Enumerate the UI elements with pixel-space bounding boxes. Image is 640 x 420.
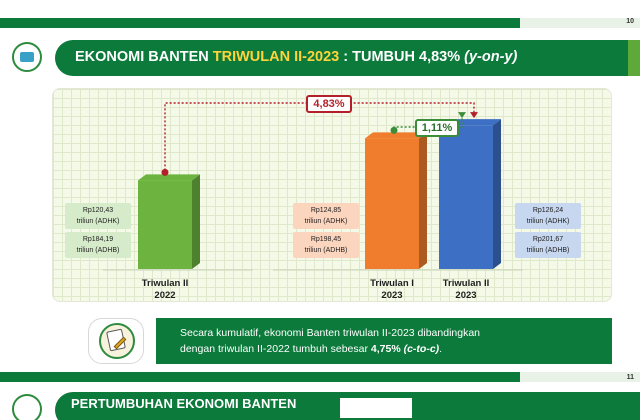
- title-highlight: TRIWULAN II-2023: [212, 49, 340, 65]
- top-stripe: [0, 18, 640, 28]
- summary-end: .: [439, 343, 443, 355]
- adhk-value: Rp124,85: [310, 207, 342, 214]
- bar: [365, 138, 419, 269]
- summary-line-2: dengan triwulan II-2022 tumbuh sebesar 4…: [180, 341, 612, 357]
- adhk-value: Rp120,43: [82, 207, 114, 214]
- category-label: Triwulan II 2022: [130, 278, 200, 302]
- summary-italic: (c-to-c): [403, 343, 440, 355]
- summary-value: 4,75%: [370, 343, 401, 355]
- adhk-unit: triliun (ADHK): [304, 218, 348, 225]
- title-bar: EKONOMI BANTEN TRIWULAN II-2023 : TUMBUH…: [55, 40, 640, 76]
- adhb-value: Rp198,45: [310, 236, 342, 243]
- bar-chart: [103, 102, 523, 271]
- adhb-unit: triliun (ADHB): [304, 247, 348, 254]
- category-label: Triwulan II 2023: [431, 278, 501, 302]
- page-title: EKONOMI BANTEN TRIWULAN II-2023 : TUMBUH…: [75, 49, 517, 65]
- yoy-start-dot: [161, 168, 169, 176]
- bar: [138, 180, 192, 269]
- category-label-line1: Triwulan I: [370, 278, 414, 289]
- adhb-unit: triliun (ADHB): [76, 247, 120, 254]
- title-italic: (y-on-y): [464, 49, 518, 65]
- page-number: 10: [626, 18, 634, 25]
- category-label-line1: Triwulan II: [442, 278, 490, 289]
- chart-panel: Rp120,43 triliun (ADHK) Rp184,19 triliun…: [52, 88, 612, 302]
- next-page-title: PERTUMBUHAN EKONOMI BANTEN: [71, 396, 297, 411]
- adhk-unit: triliun (ADHK): [76, 218, 120, 225]
- category-label-line2: 2023: [455, 290, 477, 301]
- summary-line-2-text: dengan triwulan II-2022 tumbuh sebesar: [180, 343, 368, 355]
- adhb-value: Rp201,67: [532, 236, 564, 243]
- title-prefix: EKONOMI BANTEN: [75, 49, 209, 65]
- bottom-stripe: [0, 372, 640, 382]
- notepad-pencil-icon: [88, 318, 144, 364]
- category-label-line1: Triwulan II: [141, 278, 189, 289]
- category-label-line2: 2023: [381, 290, 403, 301]
- value-box-adhb: Rp201,67 triliun (ADHB): [515, 232, 581, 258]
- bps-logo-icon: [12, 394, 42, 420]
- bar-top: [138, 174, 200, 181]
- value-box-adhb: Rp184,19 triliun (ADHB): [65, 232, 131, 258]
- value-box-adhk: Rp120,43 triliun (ADHK): [65, 203, 131, 229]
- yoy-growth-badge: 4,83%: [306, 95, 352, 113]
- bar: [439, 125, 493, 269]
- adhk-value: Rp126,24: [532, 207, 564, 214]
- summary-text: Secara kumulatif, ekonomi Banten triwula…: [156, 318, 612, 364]
- bps-logo-icon: [12, 42, 42, 72]
- bar-side: [192, 174, 200, 269]
- bar-side: [419, 132, 427, 269]
- qtq-arrow: [458, 112, 466, 119]
- summary-line-1: Secara kumulatif, ekonomi Banten triwula…: [180, 327, 481, 339]
- value-box-adhb: Rp198,45 triliun (ADHB): [293, 232, 359, 258]
- next-page-number: 11: [626, 374, 634, 381]
- title-suffix: : TUMBUH 4,83%: [343, 49, 461, 65]
- yoy-arrow: [470, 112, 478, 119]
- category-label: Triwulan I 2023: [357, 278, 427, 302]
- adhb-unit: triliun (ADHB): [526, 247, 570, 254]
- adhb-value: Rp184,19: [82, 236, 114, 243]
- value-box-adhk: Rp126,24 triliun (ADHK): [515, 203, 581, 229]
- bar-side: [493, 119, 501, 269]
- qtq-start-dot: [390, 126, 398, 134]
- qtq-growth-badge: 1,11%: [415, 119, 459, 137]
- category-label-line2: 2022: [154, 290, 176, 301]
- value-box-adhk: Rp124,85 triliun (ADHK): [293, 203, 359, 229]
- adhk-unit: triliun (ADHK): [526, 218, 570, 225]
- bar-top: [365, 132, 427, 139]
- next-title-bar: PERTUMBUHAN EKONOMI BANTEN: [55, 392, 640, 420]
